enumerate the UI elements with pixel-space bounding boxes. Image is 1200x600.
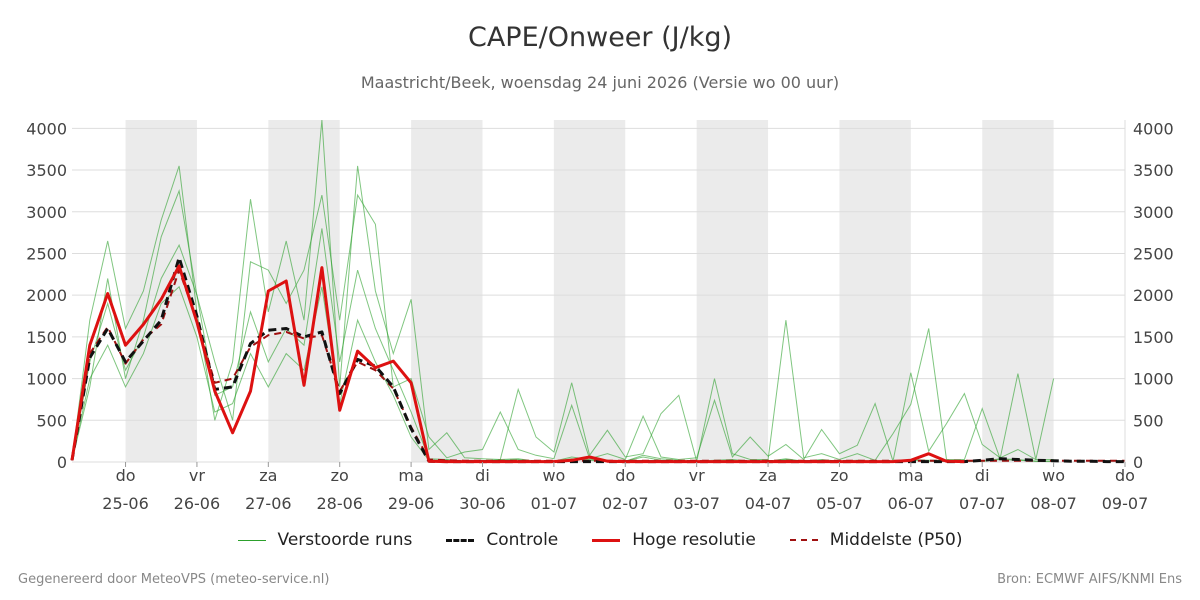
x-tick-day-27-06: za (259, 466, 277, 485)
x-tick-date-26-06: 26-06 (174, 494, 221, 513)
y-tick-left-4000: 4000 (26, 119, 67, 138)
legend-item-hoge-resolutie: Hoge resolutie (592, 530, 756, 550)
y-tick-left-3000: 3000 (26, 203, 67, 222)
y-tick-right-2500: 2500 (1133, 244, 1174, 263)
x-tick-date-25-06: 25-06 (102, 494, 149, 513)
x-tick-date-08-07: 08-07 (1030, 494, 1077, 513)
day-shading-25-06 (125, 120, 197, 462)
x-tick-date-01-07: 01-07 (531, 494, 578, 513)
footer-source: Bron: ECMWF AIFS/KNMI Ens (997, 572, 1182, 587)
day-shading-27-06 (268, 120, 340, 462)
chart-subtitle: Maastricht/Beek, woensdag 24 juni 2026 (… (360, 73, 840, 92)
legend-item-controle: Controle (446, 530, 558, 550)
x-tick-date-09-07: 09-07 (1102, 494, 1149, 513)
y-tick-right-1000: 1000 (1133, 370, 1174, 389)
legend-swatch-verstoorde (237, 539, 266, 541)
y-tick-right-4000: 4000 (1133, 119, 1174, 138)
legend-swatch-controle (446, 538, 475, 542)
footer-credit: Gegenereerd door MeteoVPS (meteo-service… (18, 572, 330, 587)
y-tick-left-2500: 2500 (26, 244, 67, 263)
x-tick-date-30-06: 30-06 (459, 494, 506, 513)
ensemble-run-0 (71, 119, 1055, 462)
x-tick-date-28-06: 28-06 (316, 494, 363, 513)
y-tick-left-3500: 3500 (26, 161, 67, 180)
x-tick-date-04-07: 04-07 (745, 494, 792, 513)
x-tick-date-05-07: 05-07 (816, 494, 863, 513)
x-tick-date-06-07: 06-07 (888, 494, 935, 513)
y-tick-right-2000: 2000 (1133, 286, 1174, 305)
x-tick-date-03-07: 03-07 (673, 494, 720, 513)
y-tick-left-0: 0 (57, 453, 67, 472)
x-tick-day-05-07: zo (830, 466, 848, 485)
y-tick-right-500: 500 (1133, 411, 1164, 430)
legend-swatch-middelste (789, 539, 818, 541)
legend-label-hoge-resolutie: Hoge resolutie (632, 530, 756, 550)
x-tick-day-29-06: ma (398, 466, 423, 485)
y-tick-right-0: 0 (1133, 453, 1143, 472)
x-tick-day-07-07: di (975, 466, 990, 485)
y-tick-left-1000: 1000 (26, 370, 67, 389)
axes: 0 0 500 500 1000 1000 1500 1500 2000 2000 2500 2500… (26, 119, 1173, 513)
y-tick-left-1500: 1500 (26, 328, 67, 347)
x-tick-day-03-07: vr (689, 466, 705, 485)
y-tick-right-3500: 3500 (1133, 161, 1174, 180)
x-tick-day-08-07: wo (1042, 466, 1065, 485)
legend: Verstoorde runs Controle Hoge resolutie … (0, 530, 1200, 550)
x-tick-day-26-06: vr (189, 466, 205, 485)
x-tick-day-06-07: ma (898, 466, 923, 485)
series-hoge-resolutie (70, 264, 965, 464)
y-tick-left-2000: 2000 (26, 286, 67, 305)
y-tick-right-1500: 1500 (1133, 328, 1174, 347)
x-tick-day-25-06: do (116, 466, 136, 485)
x-tick-date-29-06: 29-06 (388, 494, 435, 513)
x-tick-day-30-06: di (475, 466, 490, 485)
legend-item-middelste: Middelste (P50) (789, 530, 963, 550)
x-tick-date-07-07: 07-07 (959, 494, 1006, 513)
x-tick-day-28-06: zo (331, 466, 349, 485)
chart-title: CAPE/Onweer (J/kg) (467, 22, 732, 53)
legend-swatch-hoge-resolutie (592, 538, 621, 542)
day-shading-07-07 (982, 120, 1054, 462)
legend-label-controle: Controle (486, 530, 559, 550)
x-tick-day-04-07: za (759, 466, 777, 485)
x-tick-day-02-07: do (615, 466, 635, 485)
legend-label-middelste: Middelste (P50) (829, 530, 963, 550)
legend-item-verstoorde: Verstoorde runs (237, 530, 413, 550)
day-shading-05-07 (839, 120, 911, 462)
y-tick-left-500: 500 (36, 411, 67, 430)
y-tick-right-3000: 3000 (1133, 203, 1174, 222)
x-tick-day-09-07: do (1115, 466, 1135, 485)
legend-label-verstoorde: Verstoorde runs (277, 530, 413, 550)
x-tick-date-27-06: 27-06 (245, 494, 292, 513)
x-tick-day-01-07: wo (542, 466, 565, 485)
day-shading-29-06 (411, 120, 483, 462)
main-series (70, 256, 1125, 464)
x-tick-date-02-07: 02-07 (602, 494, 649, 513)
